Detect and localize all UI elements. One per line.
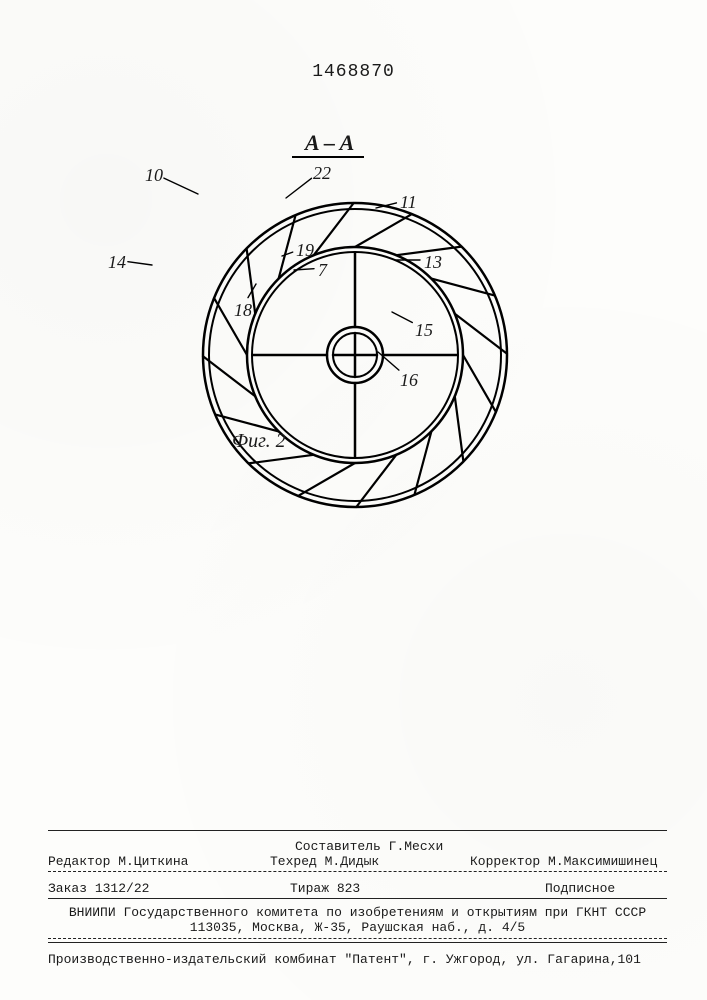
editor-name: М.Циткина <box>118 854 188 869</box>
callout-7: 7 <box>318 260 327 281</box>
callout-22: 22 <box>313 163 331 184</box>
figure-2-svg <box>120 120 590 540</box>
sign-label: Подписное <box>545 880 615 898</box>
tech-name: М.Дидык <box>325 854 380 869</box>
callout-13: 13 <box>424 252 442 273</box>
page-root: 1468870 A – A <box>0 0 707 1000</box>
footer-rule-solid-2 <box>48 942 667 943</box>
callout-19: 19 <box>296 240 314 261</box>
footer-rule-mid <box>48 898 667 899</box>
figure-2 <box>120 120 590 540</box>
footer-rule-dash-1 <box>48 871 667 872</box>
callout-10: 10 <box>145 165 163 186</box>
figure-caption: Фиг. 2 <box>232 430 286 453</box>
corrector-label: Корректор <box>470 854 540 869</box>
compiler-label: Составитель <box>295 839 381 854</box>
document-number: 1468870 <box>0 62 707 82</box>
footer-org-line2: 113035, Москва, Ж-35, Раушская наб., д. … <box>48 919 667 937</box>
tirazh-label: Тираж <box>290 881 329 896</box>
callout-16: 16 <box>400 370 418 391</box>
callout-18: 18 <box>234 300 252 321</box>
tech-label: Техред <box>270 854 317 869</box>
callout-15: 15 <box>415 320 433 341</box>
order-label: Заказ <box>48 881 87 896</box>
footer-rule-dash-2 <box>48 938 667 939</box>
tirazh-value: 823 <box>337 881 360 896</box>
footer-rule-top <box>48 830 667 831</box>
callout-11: 11 <box>400 192 417 213</box>
editor-label: Редактор <box>48 854 110 869</box>
order-value: 1312/22 <box>95 881 150 896</box>
callout-14: 14 <box>108 252 126 273</box>
corrector-name: М.Максимишинец <box>548 854 657 869</box>
compiler-name: Г.Месхи <box>389 839 444 854</box>
footer-press-line: Производственно-издательский комбинат "П… <box>48 951 667 969</box>
